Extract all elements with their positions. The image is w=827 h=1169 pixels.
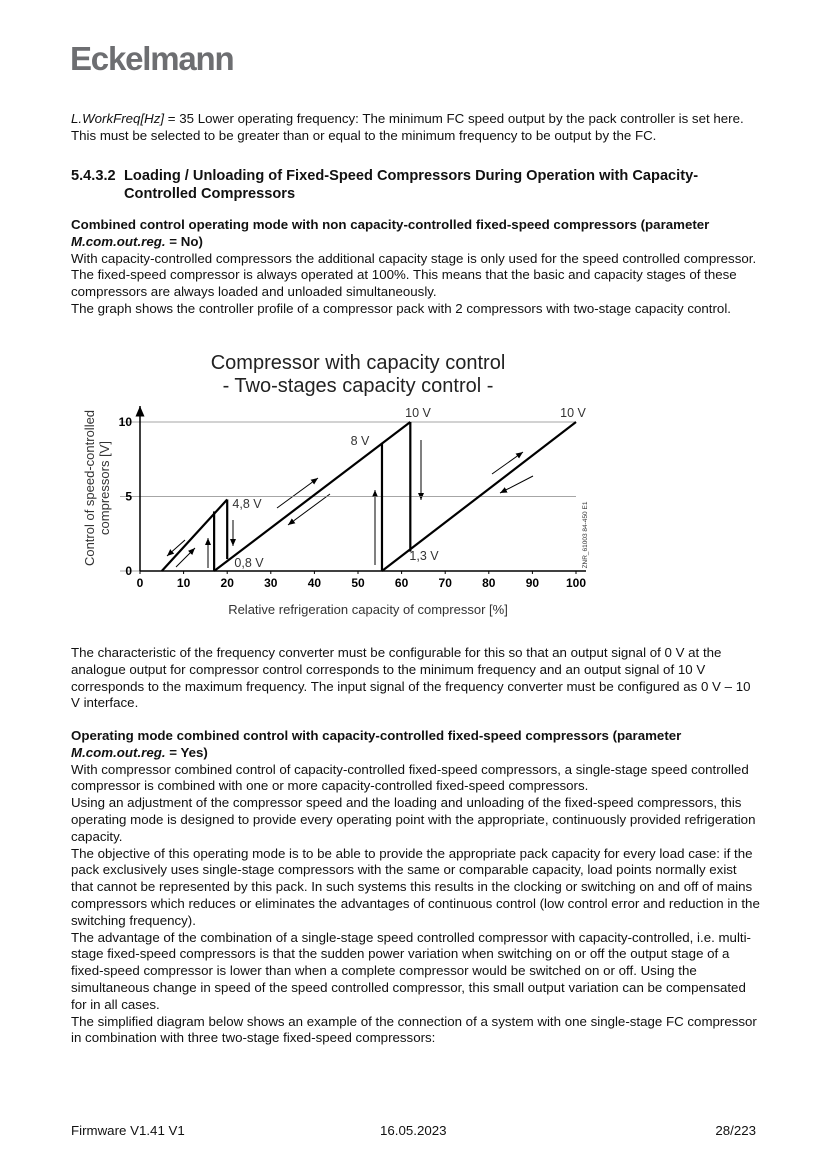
footer-left: Firmware V1.41 V1 [71, 1123, 185, 1138]
direction-arrows [166, 440, 534, 568]
figure-title: - Two-stages capacity control - [223, 375, 494, 397]
y-axis-label: compressors [V] [97, 441, 112, 535]
x-tick-label: 10 [177, 576, 191, 590]
x-tick-label: 0 [137, 576, 144, 590]
paragraph: The objective of this operating mode is … [71, 845, 760, 928]
paragraph: The graph shows the controller profile o… [71, 300, 731, 316]
paragraph: With capacity-controlled compressors the… [71, 250, 757, 300]
y-tick-label: 5 [125, 490, 132, 504]
x-tick-label: 20 [221, 576, 235, 590]
logo: Eckelmann [70, 40, 235, 77]
x-tick-label: 100 [566, 576, 586, 590]
figure: Compressor with capacity control- Two-st… [82, 352, 589, 617]
x-tick-label: 50 [351, 576, 365, 590]
section-heading: 5.4.3.2 Loading / Unloading of Fixed-Spe… [71, 168, 761, 203]
text: Combined control operating mode with non… [71, 217, 710, 232]
x-axis-label: Relative refrigeration capacity of compr… [228, 602, 508, 617]
paragraph: L.WorkFreq[Hz] = 35 Lower operating freq… [71, 111, 761, 145]
paragraph: The characteristic of the frequency conv… [71, 645, 751, 711]
profile-line [213, 421, 411, 572]
profile-line [381, 421, 577, 572]
mode1: Combined control operating mode with non… [71, 217, 761, 318]
section-number: 5.4.3.2 [71, 168, 116, 184]
x-tick-label: 30 [264, 576, 278, 590]
x-tick-label: 90 [526, 576, 540, 590]
parameter: L.WorkFreq[Hz] [71, 111, 165, 126]
paragraph: The simplified diagram below shows an ex… [71, 1013, 757, 1046]
subheading: Operating mode combined control with cap… [71, 728, 761, 762]
annotation: 10 V [405, 406, 431, 420]
parameter: M.com.out.reg. [71, 744, 166, 760]
annotation: 8 V [351, 434, 370, 448]
footer-right: 28/223 [715, 1123, 756, 1138]
text: Operating mode combined control with cap… [71, 728, 682, 743]
x-tick-label: 60 [395, 576, 409, 590]
annotation: 0,8 V [234, 556, 264, 570]
figure-title: Compressor with capacity control [211, 352, 506, 374]
after-figure: The characteristic of the frequency conv… [71, 645, 761, 712]
annotation: 10 V [560, 406, 586, 420]
subheading: Combined control operating mode with non… [71, 217, 761, 251]
y-tick-label: 0 [125, 564, 132, 578]
paragraph: Using an adjustment of the compressor sp… [71, 795, 756, 844]
x-tick-label: 40 [308, 576, 322, 590]
paragraph: The advantage of the combination of a si… [71, 929, 751, 1012]
parameter: M.com.out.reg. [71, 233, 166, 249]
annotation: 1,3 V [409, 549, 439, 563]
y-axis-label: Control of speed-controlled [82, 410, 97, 566]
footer-center: 16.05.2023 [380, 1123, 447, 1138]
paragraph: With compressor combined control of capa… [71, 761, 749, 794]
intro: L.WorkFreq[Hz] = 35 Lower operating freq… [71, 111, 761, 145]
text: = 35 Lower operating frequency: The mini… [71, 111, 744, 143]
text: = Yes) [165, 744, 208, 760]
y-tick-label: 10 [119, 415, 133, 429]
drawing-id: ZNR_61003 84-450 E1 [582, 501, 589, 568]
mode2: Operating mode combined control with cap… [71, 728, 761, 1047]
x-tick-label: 70 [439, 576, 453, 590]
profile-line [160, 498, 229, 572]
x-tick-label: 80 [482, 576, 496, 590]
annotation: 4,8 V [232, 497, 262, 511]
section-title: Loading / Unloading of Fixed-Speed Compr… [124, 168, 699, 202]
text: = No) [165, 233, 203, 249]
